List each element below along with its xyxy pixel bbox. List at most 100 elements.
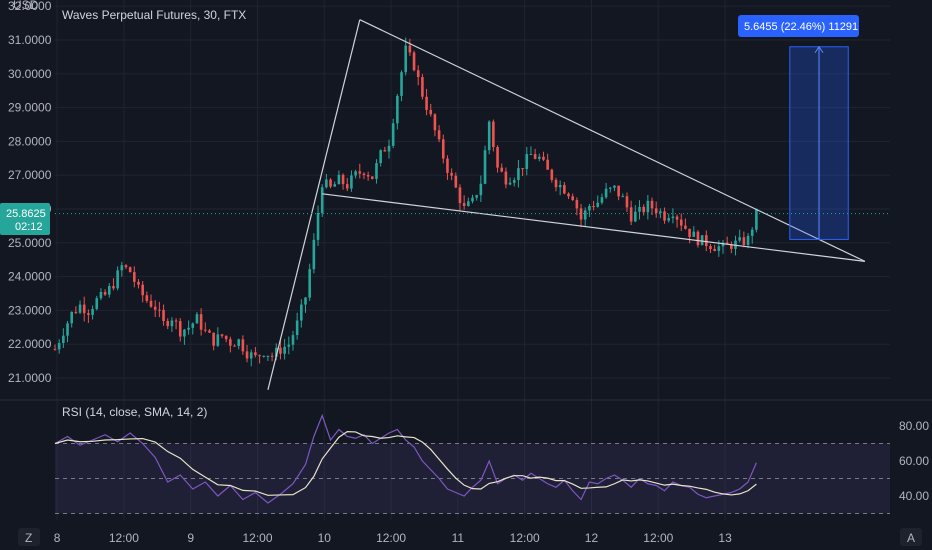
- target-projection: [789, 45, 849, 240]
- rsi-tick-label: 40.00: [899, 489, 929, 503]
- candle-body: [274, 347, 278, 357]
- candle-body: [350, 175, 353, 189]
- bottom-right-button[interactable]: A: [900, 528, 922, 546]
- time-tick-label: 13: [718, 531, 732, 545]
- rsi-axis: 80.00 60.00 40.00: [899, 419, 929, 503]
- candle-body: [437, 130, 441, 140]
- candle-body: [654, 208, 658, 213]
- candle-body: [229, 339, 232, 346]
- trendline: [359, 19, 866, 262]
- time-tick-label: 12:00: [242, 531, 272, 545]
- candle-body: [571, 196, 574, 201]
- candle-body: [738, 237, 741, 241]
- candle-body: [508, 182, 512, 185]
- time-tick-label: 9: [187, 531, 194, 545]
- candle-body: [621, 196, 625, 198]
- price-tick-label: 29.0000: [8, 101, 52, 115]
- price-tick-label: 30.0000: [8, 67, 52, 81]
- candle-body: [663, 211, 666, 221]
- candle-body: [95, 298, 99, 310]
- candle-body: [525, 154, 529, 169]
- candle-body: [721, 242, 725, 247]
- candle-body: [362, 173, 366, 176]
- candle-body: [479, 183, 483, 196]
- candle-body: [755, 208, 758, 230]
- candle-body: [241, 339, 245, 352]
- candle-body: [475, 195, 478, 198]
- candle-body: [320, 187, 324, 214]
- candle-body: [383, 150, 387, 152]
- candle-body: [103, 291, 107, 295]
- candle-body: [563, 184, 566, 194]
- candle-body: [487, 121, 491, 151]
- candle-body: [467, 201, 470, 206]
- candle-body: [199, 314, 203, 330]
- time-tick-label: 10: [318, 531, 332, 545]
- candle-body: [333, 184, 337, 187]
- candles: [53, 37, 758, 367]
- candle-body: [713, 248, 716, 251]
- rsi-pane: [55, 443, 890, 514]
- candle-body: [400, 72, 403, 96]
- candle-body: [137, 281, 140, 285]
- candle-body: [387, 145, 391, 152]
- candle-body: [149, 300, 153, 307]
- candle-body: [128, 267, 132, 273]
- candle-body: [483, 150, 487, 184]
- rsi-lines: [54, 413, 757, 504]
- candle-body: [471, 197, 474, 202]
- time-tick-label: 11: [452, 531, 465, 545]
- candle-body: [316, 213, 320, 240]
- candle-body: [187, 327, 190, 330]
- candle-body: [325, 179, 328, 188]
- candle-body: [521, 168, 524, 170]
- price-tick-label: 22.0000: [8, 337, 52, 351]
- candle-body: [550, 169, 554, 180]
- candle-body: [375, 163, 378, 179]
- candle-body: [558, 184, 562, 188]
- time-tick-label: 12: [585, 531, 599, 545]
- time-axis: 8 12:00 9 12:00 10 12:00 11 12:00 12 12:00 13: [54, 531, 732, 545]
- candle-body: [579, 208, 583, 220]
- candle-body: [679, 219, 683, 226]
- bottom-left-button[interactable]: Z: [18, 528, 40, 546]
- candle-body: [412, 52, 416, 71]
- price-tick-label: 25.0000: [8, 236, 52, 250]
- candle-body: [638, 206, 641, 212]
- target-label: 5.6455 (22.46%) 11291: [738, 15, 859, 37]
- candle-body: [717, 246, 721, 251]
- candle-body: [158, 309, 161, 311]
- candle-body: [404, 45, 407, 73]
- candle-body: [258, 355, 261, 357]
- candle-body: [120, 265, 124, 271]
- candle-body: [266, 355, 270, 357]
- candle-body: [696, 231, 700, 246]
- candle-body: [458, 187, 462, 204]
- time-tick-label: 12:00: [376, 531, 406, 545]
- candle-body: [170, 320, 174, 327]
- candle-body: [262, 355, 266, 357]
- candle-body: [533, 154, 537, 159]
- candle-body: [492, 121, 495, 148]
- bottom-right-button-label: A: [907, 531, 915, 545]
- candle-body: [249, 352, 253, 359]
- candle-body: [408, 45, 412, 53]
- candle-body: [646, 200, 650, 213]
- chart-title: Waves Perpetual Futures, 30, FTX: [62, 8, 246, 22]
- candle-body: [688, 228, 691, 237]
- candle-body: [312, 239, 316, 270]
- candle-body: [391, 123, 395, 146]
- price-tick-label: 21.0000: [8, 371, 52, 385]
- candle-body: [429, 109, 433, 115]
- candle-body: [74, 311, 78, 313]
- bottom-left-button-label: Z: [25, 531, 32, 545]
- candle-body: [254, 352, 257, 356]
- candle-body: [66, 323, 69, 336]
- candle-body: [341, 174, 345, 185]
- candle-body: [153, 306, 157, 310]
- candle-body: [78, 304, 82, 313]
- candle-body: [625, 196, 629, 208]
- candle-body: [592, 206, 595, 208]
- candle-body: [133, 272, 136, 282]
- candle-body: [166, 320, 170, 327]
